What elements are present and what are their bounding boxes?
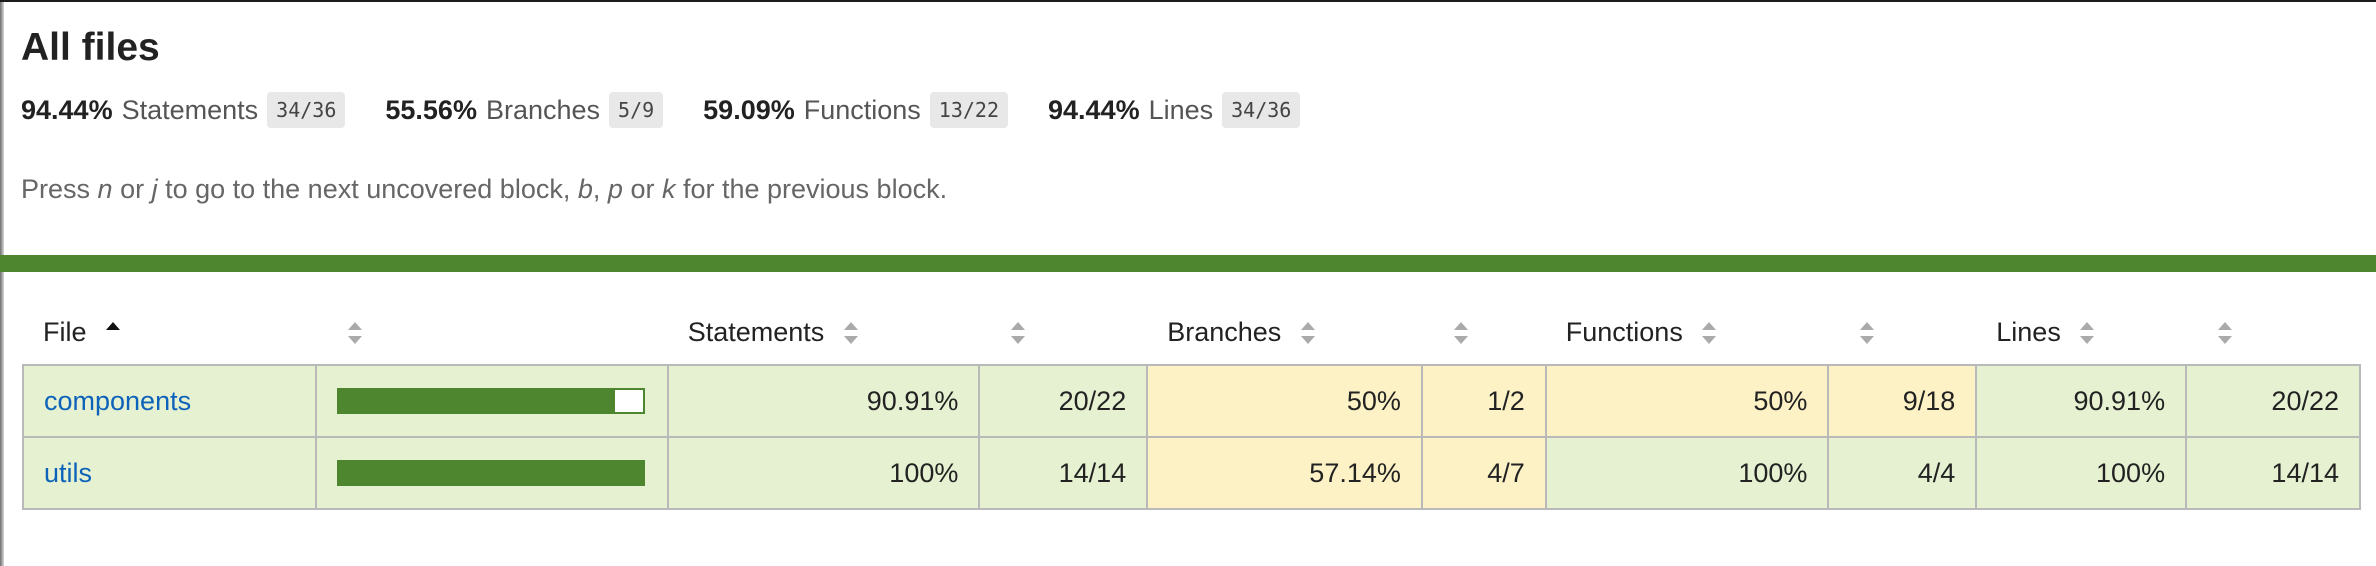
column-header-functions-label: Functions: [1565, 316, 1683, 347]
column-header-statements[interactable]: Statements: [668, 300, 980, 365]
table-header-row: File Statements Branches Functions: [23, 300, 2360, 365]
hint-text: or: [622, 174, 662, 204]
table-row: utils 100% 14/14 57.14% 4/7 100% 4/4 100…: [22, 436, 2361, 510]
page-header: All files: [21, 22, 160, 74]
hint-text: Press: [21, 174, 98, 204]
sort-icon: [2080, 322, 2095, 345]
column-header-functions-frac[interactable]: [1828, 300, 1976, 365]
column-header-branches[interactable]: Branches: [1147, 300, 1422, 365]
page-title: All files: [21, 26, 160, 69]
statements-pct: 90.91%: [666, 364, 981, 438]
sort-icon: [1300, 322, 1315, 345]
lines-frac: 20/22: [2185, 364, 2361, 438]
lines-frac: 14/14: [2185, 436, 2361, 510]
statements-pct: 100%: [666, 436, 981, 510]
file-cell: components: [22, 364, 317, 438]
hint-text: to go to the next uncovered block,: [157, 174, 578, 204]
functions-pct: 50%: [1544, 364, 1830, 438]
sort-ascending-icon: [106, 322, 121, 344]
functions-frac: 4/4: [1827, 436, 1978, 510]
summary-statements-pct: 94.44%: [21, 94, 113, 125]
functions-pct: 100%: [1544, 436, 1830, 510]
coverage-bar-fill: [338, 462, 643, 484]
table-row: components 90.91% 20/22 50% 1/2 50% 9/18…: [22, 364, 2361, 438]
hint-text: for the previous block.: [675, 174, 948, 204]
lines-pct: 90.91%: [1975, 364, 2188, 438]
summary-functions-label: Functions: [803, 94, 921, 125]
branches-pct: 50%: [1146, 364, 1423, 438]
column-header-file[interactable]: File: [23, 300, 316, 365]
statements-frac: 20/22: [978, 364, 1149, 438]
summary-statements-label: Statements: [121, 94, 259, 125]
file-link-utils[interactable]: utils: [44, 457, 93, 488]
column-header-lines-frac[interactable]: [2186, 300, 2360, 365]
functions-frac: 9/18: [1827, 364, 1978, 438]
column-header-lines[interactable]: Lines: [1976, 300, 2186, 365]
coverage-bar: [336, 460, 645, 486]
summary-lines-pct: 94.44%: [1048, 94, 1140, 125]
summary-lines-label: Lines: [1148, 94, 1214, 125]
sort-icon: [1702, 322, 1717, 345]
column-header-statements-frac[interactable]: [979, 300, 1147, 365]
sort-icon: [843, 322, 858, 345]
hint-key-n: n: [97, 174, 113, 204]
coverage-bar-cell: [314, 436, 669, 510]
branches-frac: 4/7: [1420, 436, 1547, 510]
branches-frac: 1/2: [1420, 364, 1547, 438]
column-header-functions[interactable]: Functions: [1546, 300, 1829, 365]
summary-statements: 94.44% Statements 34/36: [21, 92, 346, 128]
status-divider-bar: [0, 255, 2376, 272]
column-header-lines-label: Lines: [1996, 316, 2061, 347]
summary-branches-fraction: 5/9: [609, 92, 664, 128]
hint-key-b: b: [577, 174, 593, 204]
column-header-branches-frac[interactable]: [1422, 300, 1546, 365]
column-header-file-label: File: [43, 316, 87, 347]
lines-pct: 100%: [1975, 436, 2188, 510]
coverage-bar: [336, 388, 645, 414]
column-header-coverage-bar[interactable]: [316, 300, 668, 365]
summary-branches: 55.56% Branches 5/9: [385, 92, 664, 128]
summary-statements-fraction: 34/36: [267, 92, 346, 128]
column-header-statements-label: Statements: [687, 316, 825, 347]
sort-icon: [1860, 322, 1875, 345]
sort-icon: [1011, 322, 1026, 345]
hint-text: ,: [592, 174, 608, 204]
summary-branches-pct: 55.56%: [385, 94, 477, 125]
coverage-summary: 94.44% Statements 34/36 55.56% Branches …: [21, 92, 1340, 128]
sort-icon: [1453, 322, 1468, 345]
summary-functions-pct: 59.09%: [703, 94, 795, 125]
sort-icon: [2218, 322, 2233, 345]
coverage-bar-cell: [314, 364, 669, 438]
hint-key-p: p: [607, 174, 623, 204]
file-cell: utils: [22, 436, 317, 510]
hint-text: or: [112, 174, 152, 204]
file-link-components[interactable]: components: [44, 385, 192, 416]
coverage-table: File Statements Branches Functions: [22, 300, 2361, 510]
coverage-bar-fill: [338, 390, 616, 412]
statements-frac: 14/14: [978, 436, 1149, 510]
column-header-branches-label: Branches: [1167, 316, 1282, 347]
branches-pct: 57.14%: [1146, 436, 1423, 510]
window-edge-shadow: [0, 0, 4, 566]
summary-lines: 94.44% Lines 34/36: [1048, 92, 1301, 128]
hint-key-j: j: [151, 174, 158, 204]
window-top-border: [0, 0, 2376, 2]
sort-icon: [347, 322, 362, 345]
keyboard-hint: Press n or j to go to the next uncovered…: [21, 174, 947, 205]
summary-lines-fraction: 34/36: [1222, 92, 1301, 128]
summary-functions-fraction: 13/22: [929, 92, 1009, 128]
summary-functions: 59.09% Functions 13/22: [703, 92, 1009, 128]
hint-key-k: k: [661, 174, 676, 204]
summary-branches-label: Branches: [485, 94, 601, 125]
